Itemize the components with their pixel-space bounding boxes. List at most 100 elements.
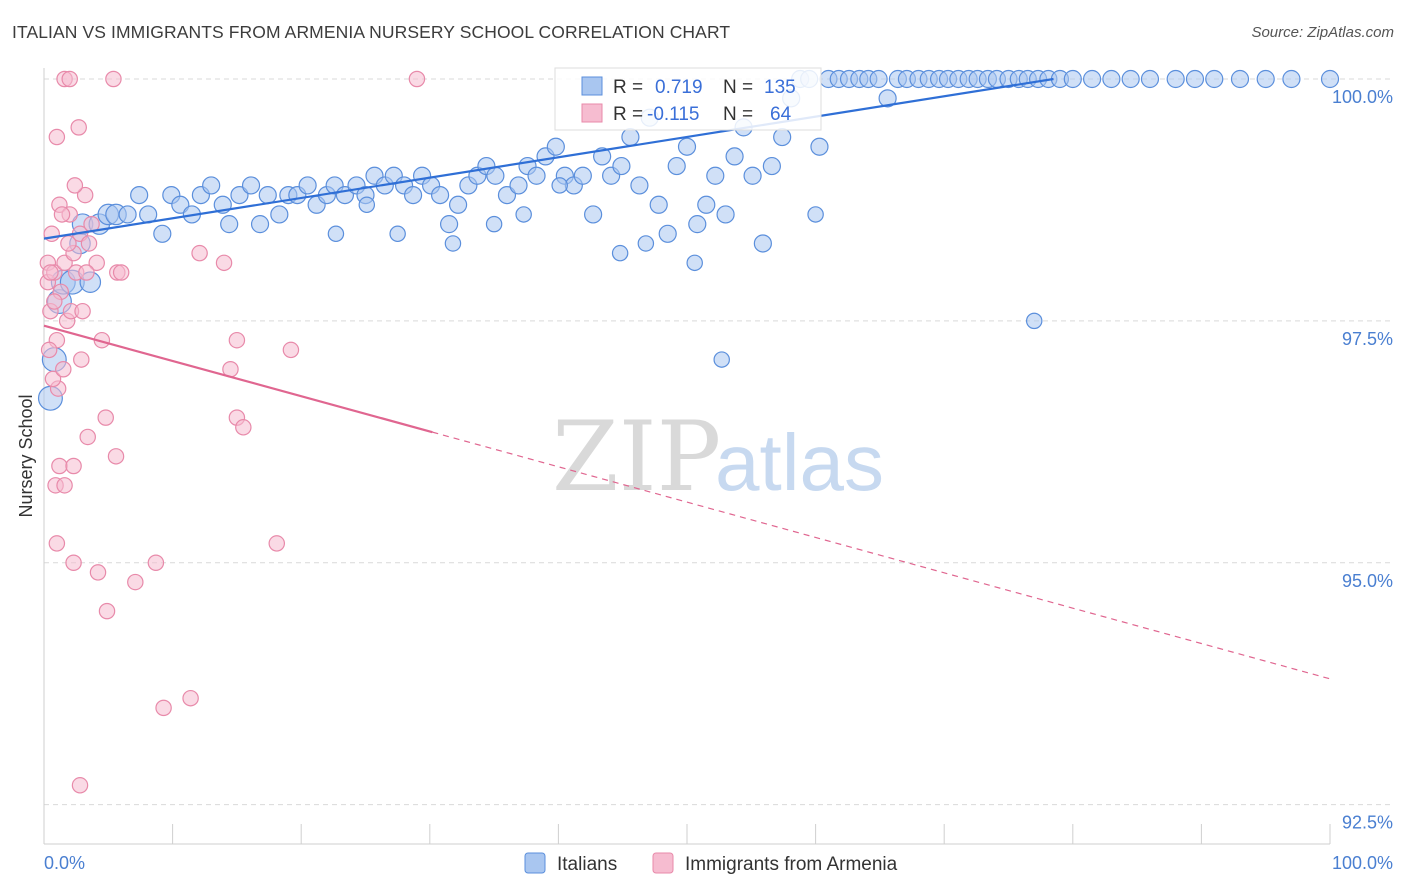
point-armenia-58 bbox=[46, 293, 63, 310]
legend-label-italians: Italians bbox=[557, 854, 617, 875]
watermark-atlas: atlas bbox=[715, 418, 884, 507]
point-italians-29 bbox=[298, 176, 317, 195]
point-armenia-21 bbox=[48, 535, 66, 552]
point-armenia-47 bbox=[408, 70, 426, 88]
point-armenia-63 bbox=[78, 264, 95, 281]
point-italians-14 bbox=[153, 224, 172, 243]
legend-swatch-armenia bbox=[652, 852, 674, 874]
point-italians-24 bbox=[250, 215, 270, 234]
source-label: Source: ZipAtlas.com bbox=[1251, 24, 1394, 41]
point-italians-109 bbox=[1082, 69, 1102, 89]
point-italians-11 bbox=[118, 205, 137, 224]
y-axis-title: Nursery School bbox=[16, 394, 36, 517]
series-armenia-points bbox=[39, 70, 426, 794]
stats-armenia-n: 64 bbox=[770, 104, 792, 125]
point-italians-117 bbox=[1256, 69, 1275, 89]
point-italians-118 bbox=[1282, 69, 1301, 89]
point-italians-62 bbox=[612, 156, 631, 176]
point-armenia-30 bbox=[147, 554, 165, 571]
point-italians-124 bbox=[485, 215, 503, 233]
point-italians-129 bbox=[1025, 312, 1043, 330]
stats-box: R = 0.719 N = 135 R = -0.115 N = 64 bbox=[554, 67, 822, 131]
point-italians-19 bbox=[202, 176, 221, 195]
point-italians-50 bbox=[497, 186, 517, 205]
y-tick-label-1: 95.0% bbox=[1342, 571, 1393, 591]
point-armenia-15 bbox=[76, 186, 94, 204]
point-italians-132 bbox=[515, 206, 532, 223]
point-italians-74 bbox=[725, 147, 744, 166]
point-italians-121 bbox=[358, 196, 376, 214]
point-italians-21 bbox=[220, 215, 239, 234]
stats-armenia-n-label: N = bbox=[723, 104, 753, 125]
point-italians-12 bbox=[130, 186, 149, 205]
legend-label-armenia: Immigrants from Armenia bbox=[685, 854, 898, 875]
point-armenia-33 bbox=[71, 777, 89, 794]
point-italians-130 bbox=[686, 254, 703, 272]
point-italians-83 bbox=[810, 137, 829, 156]
point-italians-78 bbox=[762, 156, 781, 176]
point-armenia-51 bbox=[73, 351, 90, 368]
point-italians-26 bbox=[270, 205, 289, 224]
point-italians-59 bbox=[584, 205, 603, 224]
point-italians-16 bbox=[171, 195, 190, 214]
legend: Italians Immigrants from Armenia bbox=[524, 852, 898, 875]
point-armenia-42 bbox=[48, 128, 66, 146]
y-tick-labels: 92.5% 95.0% 97.5% 100.0% bbox=[1332, 87, 1393, 833]
point-armenia-20 bbox=[65, 457, 82, 475]
trend-lines bbox=[43, 77, 1331, 680]
point-armenia-27 bbox=[89, 564, 107, 581]
point-armenia-48 bbox=[40, 341, 58, 359]
point-armenia-39 bbox=[235, 419, 252, 436]
point-italians-23 bbox=[241, 176, 261, 195]
point-italians-22 bbox=[230, 186, 249, 205]
x-tick-label-min: 0.0% bbox=[44, 853, 85, 873]
stats-swatch-italians bbox=[581, 76, 603, 96]
point-italians-123 bbox=[444, 235, 462, 252]
point-armenia-16 bbox=[80, 235, 98, 252]
point-italians-116 bbox=[1230, 69, 1250, 89]
point-italians-89 bbox=[869, 69, 888, 89]
point-armenia-57 bbox=[88, 254, 105, 272]
point-italians-111 bbox=[1121, 69, 1140, 89]
point-italians-45 bbox=[448, 195, 468, 214]
point-armenia-62 bbox=[66, 177, 84, 194]
y-tick-label-0: 92.5% bbox=[1342, 813, 1393, 833]
point-italians-110 bbox=[1102, 69, 1121, 89]
legend-swatch-italians bbox=[524, 852, 546, 874]
point-armenia-18 bbox=[51, 457, 68, 475]
stats-armenia-r: -0.115 bbox=[647, 104, 699, 125]
point-armenia-46 bbox=[105, 70, 122, 88]
point-italians-71 bbox=[697, 195, 716, 214]
point-italians-49 bbox=[486, 166, 505, 185]
point-armenia-35 bbox=[215, 254, 233, 272]
point-italians-51 bbox=[509, 176, 528, 195]
point-italians-108 bbox=[1063, 69, 1082, 89]
stats-italians-n-label: N = bbox=[723, 77, 753, 98]
point-italians-69 bbox=[677, 137, 697, 156]
point-armenia-49 bbox=[44, 370, 62, 388]
point-italians-120 bbox=[327, 225, 345, 243]
point-italians-115 bbox=[1205, 69, 1224, 89]
y-tick-label-2: 97.5% bbox=[1342, 329, 1393, 349]
point-armenia-45 bbox=[61, 70, 78, 88]
point-italians-119 bbox=[1320, 69, 1340, 89]
watermark-zip: ZIP bbox=[552, 401, 721, 513]
point-italians-58 bbox=[573, 166, 592, 185]
trend-italians bbox=[43, 77, 1054, 240]
point-italians-64 bbox=[630, 176, 649, 195]
point-italians-112 bbox=[1140, 69, 1160, 89]
point-armenia-22 bbox=[65, 554, 82, 571]
point-armenia-19 bbox=[56, 477, 73, 494]
point-italians-76 bbox=[743, 166, 762, 185]
stats-italians-n: 135 bbox=[764, 77, 796, 98]
point-italians-43 bbox=[430, 186, 450, 205]
point-italians-127 bbox=[713, 351, 730, 368]
point-armenia-26 bbox=[107, 448, 125, 465]
point-italians-53 bbox=[527, 166, 546, 185]
point-armenia-43 bbox=[70, 119, 87, 136]
point-armenia-61 bbox=[55, 361, 72, 378]
point-italians-63 bbox=[621, 127, 640, 147]
point-armenia-60 bbox=[112, 264, 130, 281]
x-ticks bbox=[43, 824, 1331, 844]
